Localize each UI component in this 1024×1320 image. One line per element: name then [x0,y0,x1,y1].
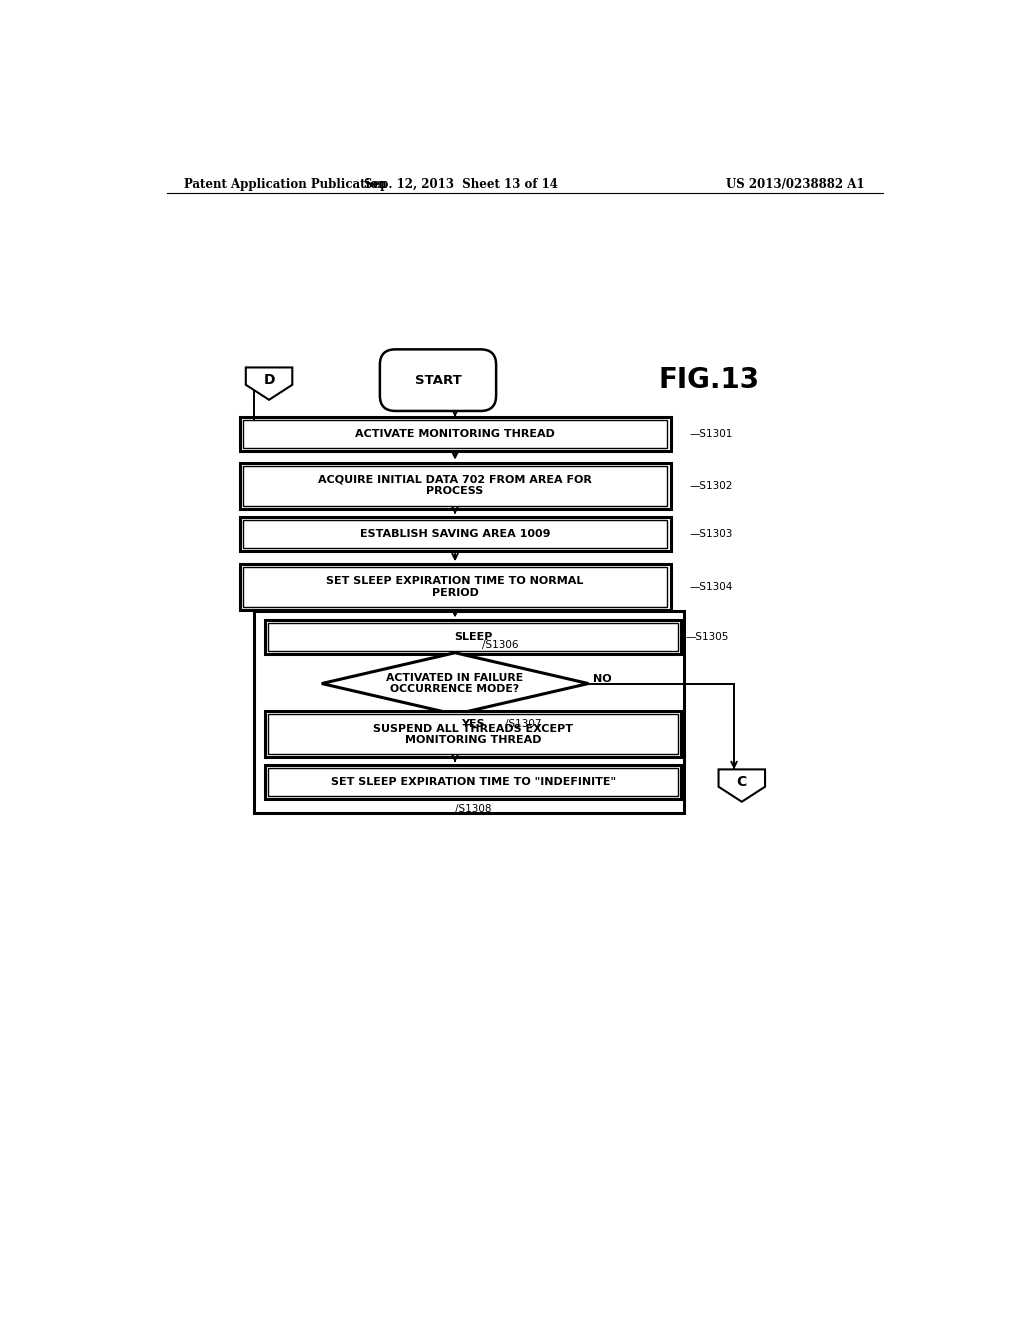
Text: ACTIVATE MONITORING THREAD: ACTIVATE MONITORING THREAD [355,429,555,440]
Bar [265,711,681,758]
Text: Patent Application Publication: Patent Application Publication [183,178,386,190]
Text: ESTABLISH SAVING AREA 1009: ESTABLISH SAVING AREA 1009 [359,529,550,539]
Text: ACQUIRE INITIAL DATA 702 FROM AREA FOR
PROCESS: ACQUIRE INITIAL DATA 702 FROM AREA FOR P… [318,475,592,496]
Text: —S1301: —S1301 [689,429,732,440]
Bar [268,714,678,755]
Bar [240,417,671,451]
Text: FIG.13: FIG.13 [658,366,760,395]
Bar [243,420,668,447]
Text: US 2013/0238882 A1: US 2013/0238882 A1 [726,178,864,190]
Text: /S1307: /S1307 [506,719,542,729]
Text: START: START [415,374,462,387]
Bar [240,517,671,552]
Bar [243,466,668,506]
Text: SLEEP: SLEEP [454,632,493,643]
Text: SET SLEEP EXPIRATION TIME TO NORMAL
PERIOD: SET SLEEP EXPIRATION TIME TO NORMAL PERI… [327,577,584,598]
Text: —S1305: —S1305 [686,632,729,643]
Text: YES: YES [461,719,485,729]
FancyBboxPatch shape [380,350,496,411]
Bar [254,611,684,813]
Bar [268,768,678,796]
Bar [243,568,668,607]
Text: SET SLEEP EXPIRATION TIME TO "INDEFINITE": SET SLEEP EXPIRATION TIME TO "INDEFINITE… [331,777,615,787]
Text: SUSPEND ALL THREADS EXCEPT
MONITORING THREAD: SUSPEND ALL THREADS EXCEPT MONITORING TH… [374,723,573,746]
Bar [243,520,668,548]
Text: /S1308: /S1308 [455,804,492,813]
Text: —S1303: —S1303 [689,529,732,539]
Text: ACTIVATED IN FAILURE
OCCURRENCE MODE?: ACTIVATED IN FAILURE OCCURRENCE MODE? [386,673,523,694]
Bar [268,623,678,651]
Text: NO: NO [593,675,611,684]
Bar [265,620,681,655]
Bar [240,564,671,610]
Bar [240,462,671,508]
Polygon shape [246,367,292,400]
Text: —S1304: —S1304 [689,582,732,593]
Polygon shape [719,770,765,801]
Text: D: D [263,374,274,387]
Text: /S1306: /S1306 [482,640,519,649]
Text: Sep. 12, 2013  Sheet 13 of 14: Sep. 12, 2013 Sheet 13 of 14 [365,178,558,190]
Polygon shape [322,653,589,714]
Text: —S1302: —S1302 [689,480,732,491]
Bar [265,766,681,799]
Text: C: C [736,775,746,789]
